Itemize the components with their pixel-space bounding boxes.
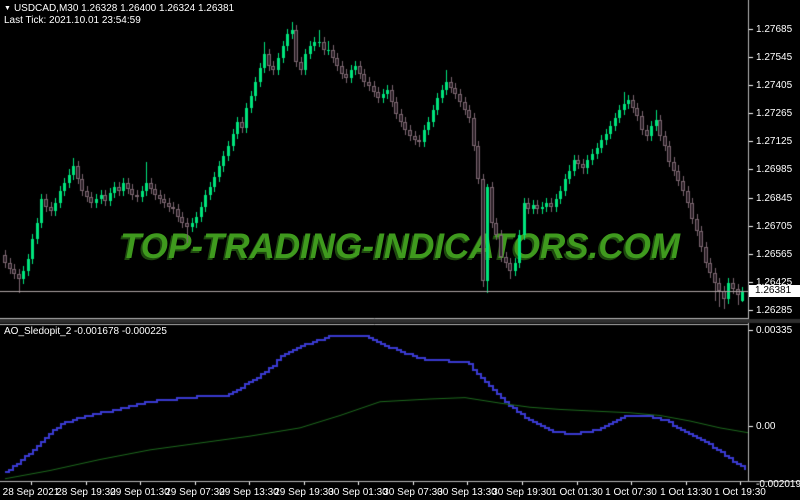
price-axis-label: 1.26985 bbox=[756, 164, 793, 175]
symbol-ohlc-text: USDCAD,M30 1.26328 1.26400 1.26324 1.263… bbox=[13, 3, 235, 14]
price-axis-label: 1.27685 bbox=[756, 24, 793, 35]
time-axis-label: 28 Sep 2021 bbox=[2, 487, 60, 498]
indicator-axis-min-label: -0.002019 bbox=[756, 479, 800, 490]
time-axis-label: 1 Oct 13:30 bbox=[660, 487, 712, 498]
price-axis-label: 1.26845 bbox=[756, 193, 793, 204]
price-axis-label: 1.27405 bbox=[756, 80, 793, 91]
time-axis-label: 1 Oct 19:30 bbox=[714, 487, 766, 498]
price-axis-label: 1.26285 bbox=[756, 305, 793, 316]
time-axis-label: 29 Sep 19:30 bbox=[274, 487, 334, 498]
indicator-axis-zero-label: 0.00 bbox=[756, 421, 776, 432]
time-axis-label: 30 Sep 19:30 bbox=[492, 487, 552, 498]
time-axis-label: 30 Sep 13:30 bbox=[437, 487, 497, 498]
time-axis-label: 29 Sep 01:30 bbox=[110, 487, 170, 498]
time-axis-label: 1 Oct 07:30 bbox=[605, 487, 657, 498]
price-axis-label: 1.26425 bbox=[756, 277, 793, 288]
time-axis-label: 30 Sep 01:30 bbox=[328, 487, 388, 498]
symbol-ohlc-line: ▼ USDCAD,M30 1.26328 1.26400 1.26324 1.26… bbox=[4, 3, 234, 14]
indicator-axis-max-label: 0.00335 bbox=[756, 325, 793, 336]
time-axis-label: 29 Sep 07:30 bbox=[165, 487, 225, 498]
indicator-name-label: AO_Sledopit_2 -0.001678 -0.000225 bbox=[4, 326, 167, 337]
time-axis-label: 28 Sep 19:30 bbox=[56, 487, 116, 498]
price-axis-label: 1.27265 bbox=[756, 108, 793, 119]
time-axis-label: 30 Sep 07:30 bbox=[383, 487, 443, 498]
chevron-down-icon[interactable]: ▼ bbox=[4, 5, 11, 12]
price-axis-label: 1.27125 bbox=[756, 136, 793, 147]
price-axis-label: 1.26565 bbox=[756, 249, 793, 260]
last-tick-label: Last Tick: 2021.10.01 23:54:59 bbox=[4, 15, 141, 26]
price-axis-label: 1.27545 bbox=[756, 52, 793, 63]
current-bid-price-box: 1.26381 bbox=[749, 285, 800, 297]
time-axis-label: 29 Sep 13:30 bbox=[219, 487, 279, 498]
price-axis-label: 1.26705 bbox=[756, 221, 793, 232]
time-axis-label: 1 Oct 01:30 bbox=[551, 487, 603, 498]
